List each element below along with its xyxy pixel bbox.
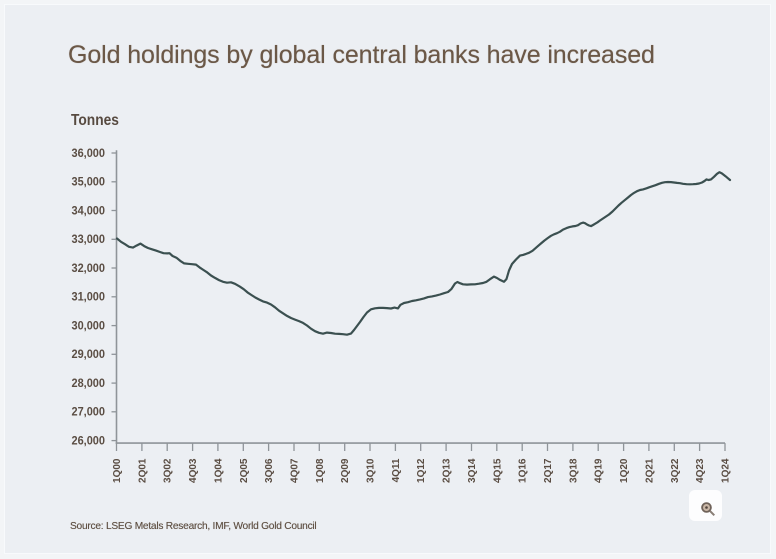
svg-text:1Q00: 1Q00 [112,458,123,483]
svg-text:3Q10: 3Q10 [366,458,377,483]
svg-text:2Q01: 2Q01 [137,458,148,483]
svg-text:4Q15: 4Q15 [492,458,503,483]
svg-text:4Q23: 4Q23 [695,458,706,483]
svg-text:1Q24: 1Q24 [721,458,732,483]
svg-text:2Q17: 2Q17 [543,458,554,483]
svg-text:1Q04: 1Q04 [213,458,224,483]
svg-text:2Q13: 2Q13 [442,458,453,483]
svg-text:26,000: 26,000 [72,434,106,448]
svg-text:28,000: 28,000 [72,376,106,390]
svg-text:1Q16: 1Q16 [518,458,529,483]
svg-text:27,000: 27,000 [72,405,106,419]
svg-text:2Q05: 2Q05 [239,458,250,483]
svg-text:30,000: 30,000 [72,319,106,333]
svg-text:33,000: 33,000 [72,232,106,246]
svg-text:32,000: 32,000 [72,261,106,275]
svg-text:29,000: 29,000 [72,347,106,361]
svg-text:3Q18: 3Q18 [568,458,579,483]
svg-text:3Q14: 3Q14 [467,458,478,483]
svg-text:34,000: 34,000 [72,203,106,217]
svg-text:3Q06: 3Q06 [264,458,275,483]
svg-text:2Q09: 2Q09 [340,458,351,483]
svg-text:4Q11: 4Q11 [391,458,402,482]
svg-text:2Q21: 2Q21 [644,458,655,483]
svg-text:36,000: 36,000 [72,146,106,160]
svg-text:35,000: 35,000 [72,175,106,189]
svg-text:1Q12: 1Q12 [416,458,427,483]
svg-text:4Q07: 4Q07 [290,458,301,483]
svg-text:3Q02: 3Q02 [163,458,174,483]
svg-text:1Q20: 1Q20 [619,458,630,483]
svg-text:4Q03: 4Q03 [188,458,199,483]
svg-text:4Q19: 4Q19 [594,458,605,483]
svg-text:1Q08: 1Q08 [315,458,326,483]
svg-text:31,000: 31,000 [72,290,106,304]
svg-text:3Q22: 3Q22 [670,458,681,483]
